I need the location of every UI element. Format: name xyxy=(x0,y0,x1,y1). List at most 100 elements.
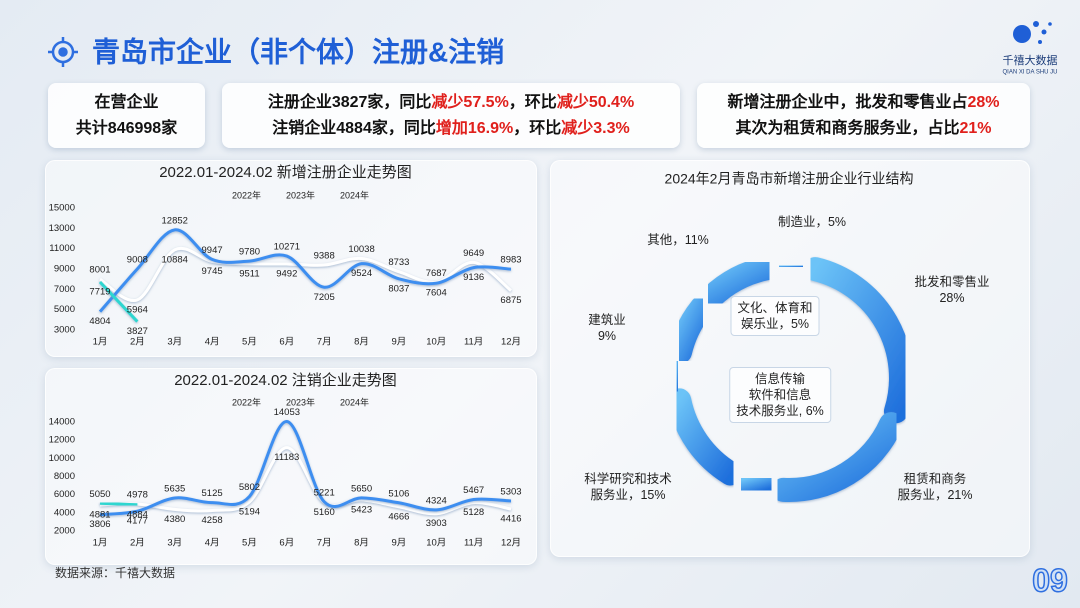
donut-segment xyxy=(803,257,913,424)
info-text: 新增注册企业中，批发和零售业占 xyxy=(727,93,968,111)
x-tick-label: 3月 xyxy=(167,538,182,549)
data-label: 5635 xyxy=(164,483,185,494)
x-tick-label: 5月 xyxy=(242,337,257,348)
legend-label: 2024年 xyxy=(340,396,369,407)
data-label: 10038 xyxy=(348,244,374,255)
segment-label: 批发和零售业 28% xyxy=(914,275,990,305)
donut-segment xyxy=(699,256,779,310)
x-tick-label: 1月 xyxy=(93,538,108,549)
x-tick-label: 12月 xyxy=(501,337,521,348)
info-box: 新增注册企业中，批发和零售业占28% 其次为租赁和商务服务业，占比21% xyxy=(697,83,1030,148)
info-text: 增加16.9% xyxy=(435,119,514,137)
y-tick-label: 5000 xyxy=(54,304,75,315)
x-tick-label: 4月 xyxy=(205,337,220,348)
info-text: ，环比 xyxy=(508,93,557,111)
data-label: 9008 xyxy=(127,254,148,265)
data-label: 4258 xyxy=(202,515,223,526)
y-tick-label: 4000 xyxy=(54,507,75,518)
data-label: 9492 xyxy=(276,269,297,280)
data-label: 7687 xyxy=(426,268,447,279)
panel xyxy=(45,368,537,565)
data-label: 8001 xyxy=(89,265,110,276)
x-tick-label: 8月 xyxy=(354,538,369,549)
x-tick-label: 6月 xyxy=(279,337,294,348)
x-tick-label: 1月 xyxy=(93,337,108,348)
data-label: 9511 xyxy=(239,268,259,279)
data-label: 5423 xyxy=(351,504,372,515)
x-tick-label: 7月 xyxy=(317,538,332,549)
info-text: 注册企业3827家，同比 xyxy=(267,93,432,111)
y-tick-label: 2000 xyxy=(54,526,75,537)
data-label: 5106 xyxy=(388,488,409,499)
x-tick-label: 10月 xyxy=(426,538,446,549)
data-label: 3806 xyxy=(89,519,110,530)
data-label: 4324 xyxy=(426,495,447,506)
x-tick-label: 6月 xyxy=(279,538,294,549)
data-label: 9136 xyxy=(463,272,484,283)
chart-title: 2022.01-2024.02 新增注册企业走势图 xyxy=(159,163,412,181)
info-line: 共计846998家 xyxy=(76,116,177,142)
y-tick-label: 10000 xyxy=(49,453,75,464)
series-line xyxy=(99,446,512,516)
data-label: 7205 xyxy=(314,292,335,303)
y-tick-label: 13000 xyxy=(49,223,75,234)
info-text: 其次为租赁和商务服务业，占比 xyxy=(735,119,960,137)
logo-sub: QIAN XI DA SHU JU xyxy=(1002,70,1057,76)
data-label: 5467 xyxy=(463,485,484,496)
chart-title: 2024年2月青岛市新增注册企业行业结构 xyxy=(665,171,914,187)
data-label: 3903 xyxy=(426,518,447,529)
page-number: 09 xyxy=(1032,562,1068,598)
data-label: 5221 xyxy=(314,487,335,498)
x-tick-label: 2月 xyxy=(130,538,145,549)
data-label: 8733 xyxy=(388,257,409,268)
info-text: 在营企业 xyxy=(94,93,159,111)
donut-segment xyxy=(771,412,904,502)
info-text: 28% xyxy=(967,93,1000,111)
segment-label: 科学研究和技术 服务业，15% xyxy=(584,472,672,502)
info-box: 注册企业3827家，同比减少57.5%，环比减少50.4% 注销企业4884家，同… xyxy=(222,83,680,148)
y-tick-label: 9000 xyxy=(54,264,75,275)
segment-label: 文化、体育和 娱乐业，5% xyxy=(730,296,820,336)
x-tick-label: 3月 xyxy=(167,337,182,348)
info-text: 减少50.4% xyxy=(556,93,635,111)
segment-label: 信息传输 软件和信息 技术服务业, 6% xyxy=(729,367,831,423)
y-tick-label: 3000 xyxy=(54,325,75,336)
donut-segment xyxy=(768,254,814,279)
series-line xyxy=(98,280,139,323)
data-label: 12852 xyxy=(162,215,188,226)
info-box: 在营企业共计846998家 xyxy=(48,83,205,148)
x-tick-label: 11月 xyxy=(464,538,483,549)
panel xyxy=(550,160,1030,557)
y-tick-label: 11000 xyxy=(49,243,75,254)
data-label: 8983 xyxy=(500,255,521,266)
source: 数据来源：千禧大数据 xyxy=(55,565,175,580)
data-label: 5125 xyxy=(202,488,223,499)
info-text: 注销企业4884家，同比 xyxy=(272,119,436,137)
data-label: 6875 xyxy=(500,295,521,306)
info-text: 共计846998家 xyxy=(75,119,178,137)
data-label: 5160 xyxy=(314,507,335,518)
x-tick-label: 7月 xyxy=(317,337,332,348)
y-tick-label: 6000 xyxy=(54,489,75,500)
data-label: 5802 xyxy=(239,482,260,493)
y-tick-label: 8000 xyxy=(54,471,75,482)
page-title: 青岛市企业（非个体）注册&注销 xyxy=(92,35,504,67)
data-label: 4416 xyxy=(500,514,521,525)
data-label: 4177 xyxy=(127,516,148,527)
data-label: 9388 xyxy=(314,251,335,262)
x-tick-label: 9月 xyxy=(392,538,407,549)
x-tick-label: 10月 xyxy=(426,337,446,348)
legend-label: 2023年 xyxy=(286,189,315,200)
data-label: 4881 xyxy=(89,509,110,520)
data-label: 4804 xyxy=(89,316,110,327)
info-line: 新增注册企业中，批发和零售业占28% xyxy=(727,90,999,116)
data-label: 5650 xyxy=(351,483,372,494)
data-label: 4380 xyxy=(164,514,185,525)
donut-segment xyxy=(668,295,714,364)
x-tick-label: 5月 xyxy=(242,538,257,549)
data-label: 10884 xyxy=(162,254,188,265)
data-label: 9524 xyxy=(351,268,372,279)
y-tick-label: 15000 xyxy=(49,203,75,214)
data-label: 9947 xyxy=(202,245,223,256)
info-line: 其次为租赁和商务服务业，占比21% xyxy=(735,116,991,142)
